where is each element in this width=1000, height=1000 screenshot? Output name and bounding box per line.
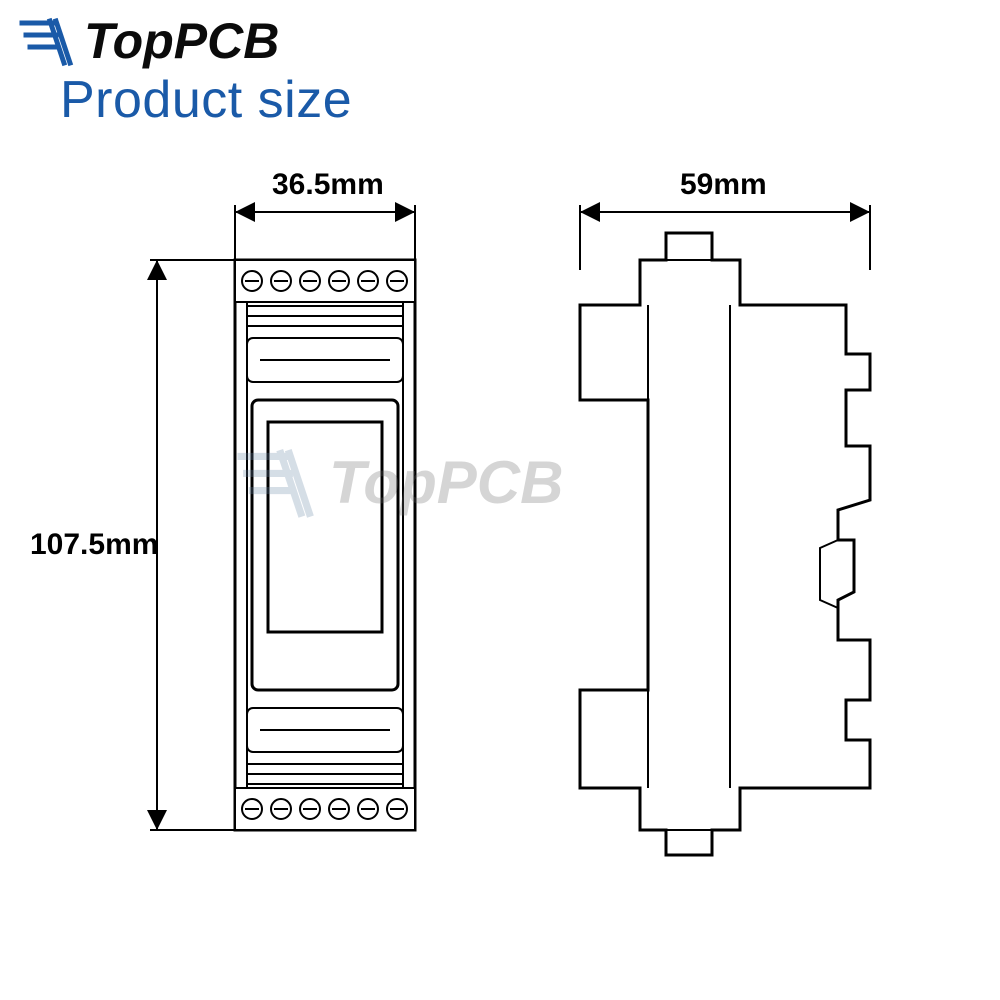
side-view [580,233,870,855]
front-bottom-terminals [235,788,415,830]
front-top-terminals [235,260,415,302]
dimension-diagram [0,0,1000,1000]
dim-width [235,205,415,260]
dim-height [150,260,235,830]
front-view [235,260,415,830]
